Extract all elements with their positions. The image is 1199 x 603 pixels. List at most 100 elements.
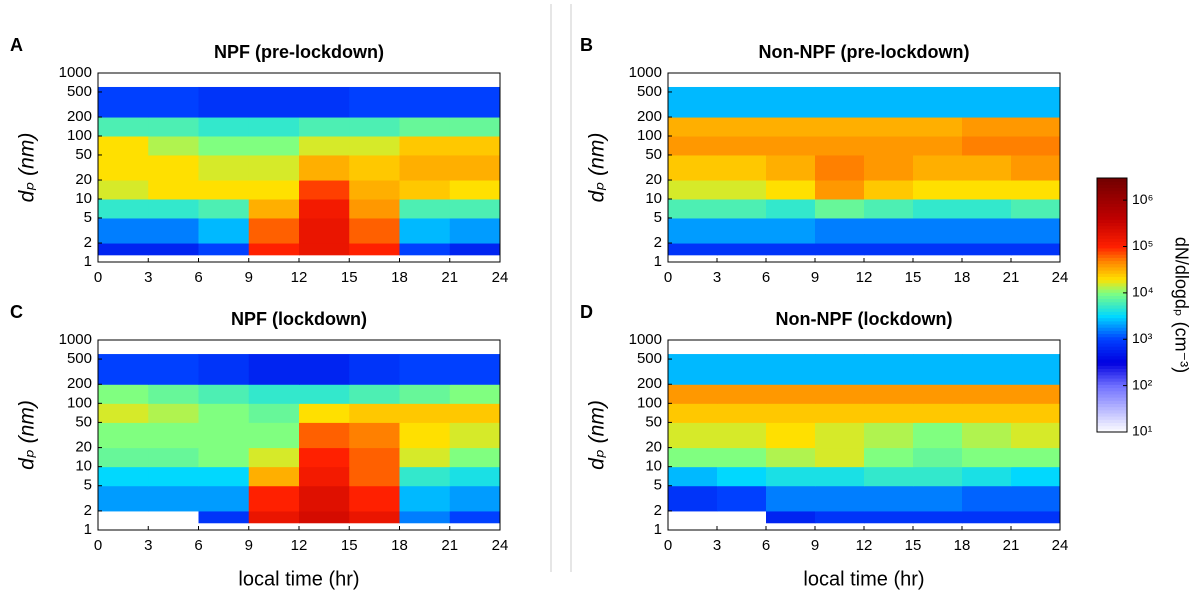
heatmap-cell [449,136,501,156]
heatmap-cell [248,447,300,468]
colorbar-swatch [1097,244,1127,249]
y-tick-label: 500 [637,83,662,100]
heatmap-cell [198,403,250,423]
heatmap-cell [399,403,451,423]
x-tick-label: 21 [441,537,458,554]
colorbar-swatch [1097,393,1127,398]
heatmap-cell [449,354,501,385]
colorbar-swatch [1097,330,1127,335]
heatmap-cell [717,466,767,487]
panel-label: C [10,302,23,322]
heatmap-cell [248,403,300,423]
heatmap-cell [399,447,451,468]
heatmap-cell [815,199,865,219]
heatmap-cell [913,510,963,524]
heatmap-cell [399,466,451,487]
heatmap-cell [766,86,816,118]
heatmap-cell [299,403,350,423]
heatmap-cell [349,243,400,256]
heatmap-cell [198,354,250,385]
heatmap-cell [913,354,963,385]
colorbar-swatch [1097,365,1127,369]
heatmap-cell [668,422,718,449]
x-tick-label: 9 [245,269,253,286]
heatmap-cell [198,217,250,244]
y-tick-label: 2 [84,502,92,519]
heatmap-cell [815,422,865,449]
heatmap-cell [349,466,400,487]
heatmap-cell [449,154,501,181]
colorbar-swatch [1097,374,1127,379]
heatmap-cell [248,199,300,219]
x-tick-label: 12 [291,269,308,286]
heatmap-cell [299,510,350,524]
y-tick-label: 2 [654,234,662,251]
heatmap-cell [349,217,400,244]
heatmap-cell [148,422,199,449]
panel-title: NPF (pre-lockdown) [214,42,384,62]
heatmap-cell [248,384,300,404]
heatmap-cell [399,180,451,200]
heatmap-cell [717,86,767,118]
heatmap-cell [148,485,199,512]
heatmap-cell [198,510,250,524]
heatmap-cell [299,384,350,404]
x-axis-label: local time (hr) [238,568,359,590]
heatmap-cell [962,86,1012,118]
heatmap-cell [717,199,767,219]
heatmap-cell [668,466,718,487]
heatmap-cell [962,243,1012,256]
heatmap-cell [349,485,400,512]
y-tick-label: 1000 [59,64,92,81]
heatmap-cell [864,180,914,200]
colorbar-tick-label: 10⁵ [1132,237,1153,253]
heatmap-cell [98,384,149,404]
x-tick-label: 18 [391,537,408,554]
y-axis-label: dₚ (nm) [586,133,609,203]
heatmap-cell [815,117,865,137]
y-tick-label: 200 [67,375,92,392]
heatmap-cell [399,199,451,219]
y-tick-label: 500 [67,350,92,367]
colorbar-swatch [1097,419,1127,423]
heatmap-cell [248,86,300,118]
colorbar-swatch [1097,381,1127,385]
heatmap-cell [962,154,1012,181]
colorbar-swatch [1097,225,1127,230]
heatmap-cell [399,354,451,385]
x-tick-label: 0 [94,537,102,554]
x-tick-label: 9 [811,537,819,554]
heatmap-cell [913,466,963,487]
y-tick-label: 100 [637,394,662,411]
heatmap-cell [815,403,865,423]
heatmap-cell [864,217,914,244]
colorbar-swatch [1097,222,1127,227]
heatmap-cell [399,86,451,118]
heatmap-cell [717,447,767,468]
heatmap-cell [717,136,767,156]
heatmap-cell [766,422,816,449]
heatmap-cell [766,466,816,487]
heatmap-cell [766,447,816,468]
colorbar-swatch [1097,209,1127,214]
heatmap-cell [299,354,350,385]
heatmap-cell [668,136,718,156]
colorbar-swatch [1097,343,1127,347]
colorbar-swatch [1097,238,1127,242]
heatmap-cell [148,117,199,137]
x-tick-label: 18 [954,537,971,554]
y-tick-label: 100 [637,127,662,144]
y-tick-label: 10 [75,458,92,475]
heatmap-cell [864,510,914,524]
heatmap-cell [148,403,199,423]
heatmap-cell [299,117,350,137]
heatmap-cell [864,466,914,487]
heatmap-cell [449,86,501,118]
heatmap-cell [449,403,501,423]
heatmap-cell [449,466,501,487]
x-tick-label: 12 [291,537,308,554]
heatmap-cell [148,354,199,385]
y-tick-label: 5 [84,477,92,494]
y-tick-label: 10 [75,190,92,207]
